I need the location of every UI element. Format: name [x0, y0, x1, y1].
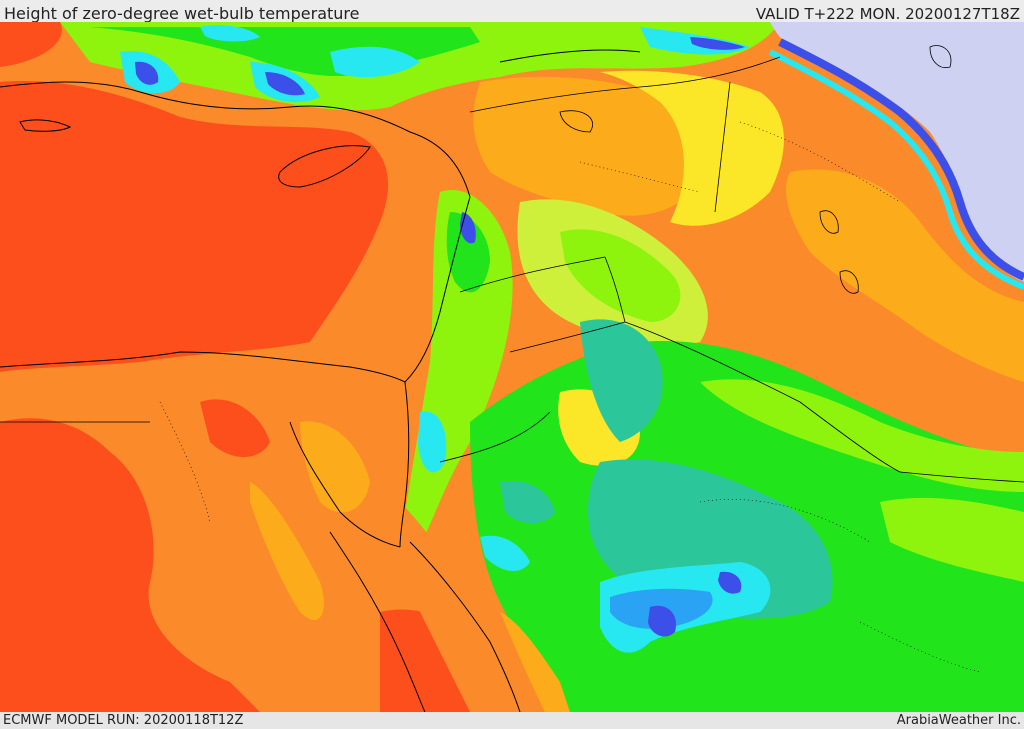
field-anatolia-cyan-3: [330, 46, 420, 78]
field-anatolia-blue: [135, 61, 159, 85]
lake-urmia: [929, 45, 952, 69]
field-syria-yellow: [600, 70, 784, 226]
footer-bar: [0, 712, 1024, 729]
field-anatolia-blue-2: [265, 72, 305, 96]
lake-assad: [559, 110, 593, 133]
border-jordan-iraq: [459, 256, 606, 293]
lake-tharthar: [819, 210, 839, 234]
province-line-5: [859, 621, 981, 673]
coastline-cyprus: [278, 145, 371, 188]
coastline-egypt: [0, 351, 406, 383]
map-title: Height of zero-degree wet-bulb temperatu…: [4, 4, 360, 23]
field-egypt-red: [0, 418, 260, 712]
field-anatolia-cyan-4: [200, 25, 260, 42]
field-aegean-red: [0, 22, 62, 67]
field-red-sea-orange: [394, 502, 540, 712]
field-syria-orange: [473, 76, 708, 216]
coastline-sinai-gulf: [289, 421, 401, 548]
field-gulf-lime: [880, 497, 1024, 582]
header-bar: [0, 0, 1024, 22]
field-hijaz-blue-2: [718, 571, 742, 594]
field-hijaz-blue: [648, 605, 676, 637]
field-sinai-yellow: [300, 421, 370, 513]
field-mediterranean-red: [0, 81, 389, 372]
field-zagros-cyan: [768, 49, 1024, 290]
coastline-layer: [0, 49, 641, 712]
field-saudi-teal: [580, 319, 663, 442]
field-nile-yellow: [250, 482, 324, 621]
field-levant-cyan: [418, 411, 447, 473]
field-anatolia-blue-3: [690, 37, 745, 50]
lake-layer: [559, 45, 952, 294]
coastline-anatolia: [0, 81, 471, 198]
border-turkey-syria: [469, 56, 781, 113]
field-asir-cyan: [480, 535, 530, 572]
province-layer: [159, 121, 981, 673]
border-saudi-south: [439, 411, 551, 463]
coastline-levant: [404, 196, 471, 383]
coastline-red-sea-west: [329, 531, 426, 712]
border-iraq-saudi: [604, 256, 1024, 483]
coastline-red-sea-east: [409, 541, 521, 712]
valid-time-label: VALID T+222 MON. 20200127T18Z: [755, 5, 1020, 23]
field-red-sea-yellow: [500, 612, 570, 712]
field-saudi-lime: [700, 379, 1024, 492]
field-levant-green: [446, 212, 490, 293]
coastline-black-sea: [499, 49, 641, 63]
border-jordan-saudi: [509, 321, 626, 353]
lake-habbaniyah: [839, 270, 859, 294]
border-syria-iraq: [714, 81, 731, 213]
field-saudi-teal-3: [500, 481, 555, 524]
province-line-2: [159, 401, 211, 523]
field-zagros-blue: [778, 38, 1024, 281]
coastline-aqaba: [399, 381, 410, 548]
field-iraq-orange: [786, 169, 1024, 382]
coastline-crete: [19, 119, 72, 132]
weather-map[interactable]: [0, 22, 1024, 712]
field-sinai-red: [200, 399, 270, 457]
border-layer: [0, 56, 1024, 483]
field-iraq-lime: [560, 229, 681, 322]
field-iran-lavender: [770, 22, 1024, 282]
model-run-label: ECMWF MODEL RUN: 20200118T12Z: [3, 713, 244, 728]
credit-label: ArabiaWeather Inc.: [896, 713, 1021, 728]
